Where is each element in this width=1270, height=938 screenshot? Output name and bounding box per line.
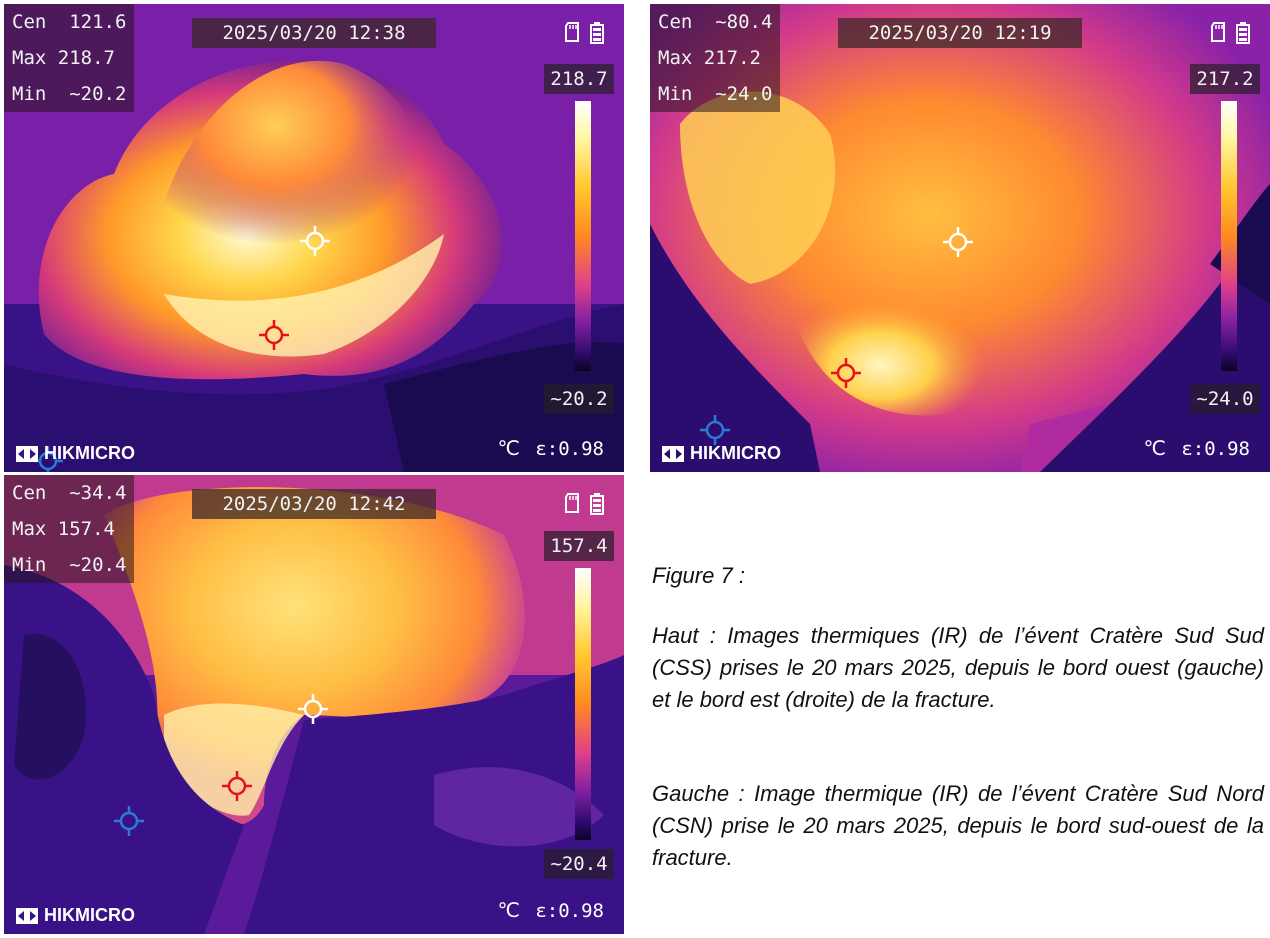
hikmicro-logo-icon (16, 907, 38, 924)
color-scale-bar (1221, 101, 1237, 371)
figure-caption-left: Gauche : Image thermique (IR) de l’évent… (652, 781, 1264, 870)
brand-name: HIKMICRO (44, 905, 135, 925)
scale-min-label: ~20.4 (544, 849, 614, 879)
hikmicro-logo: HIKMICRO (662, 443, 781, 464)
thermal-scene (4, 4, 624, 472)
readout-panel: Cen 121.6 Max 218.7 Min ~20.2 (4, 4, 135, 112)
figure-caption-title: Figure 7 : (652, 563, 745, 588)
max-temp: Max 157.4 (12, 518, 115, 540)
hikmicro-logo: HIKMICRO (16, 443, 135, 464)
center-crosshair-icon (943, 227, 973, 257)
min-temp: Min ~24.0 (658, 83, 773, 105)
min-temp: Min ~20.4 (12, 554, 127, 576)
scale-max-label: 217.2 (1190, 64, 1260, 94)
figure-caption-top: Haut : Images thermiques (IR) de l’évent… (652, 623, 1264, 712)
timestamp: 2025/03/20 12:19 (838, 18, 1082, 48)
thermal-scene (650, 4, 1270, 472)
timestamp: 2025/03/20 12:38 (192, 18, 436, 48)
brand-name: HIKMICRO (44, 443, 135, 463)
thermal-image-1: Cen 121.6 Max 218.7 Min ~20.2 2025/03/20… (4, 4, 624, 472)
max-temp: Max 218.7 (12, 47, 115, 69)
min-crosshair-icon (700, 415, 730, 445)
sd-card-icon (565, 493, 579, 513)
center-crosshair-icon (298, 694, 328, 724)
center-crosshair-icon (300, 226, 330, 256)
max-crosshair-icon (222, 771, 252, 801)
timestamp: 2025/03/20 12:42 (192, 489, 436, 519)
temperature-unit: ℃ (497, 898, 520, 922)
readout-panel: Cen ~34.4 Max 157.4 Min ~20.4 (4, 475, 135, 583)
sd-card-icon (565, 22, 579, 42)
min-temp: Min ~20.2 (12, 83, 127, 105)
min-crosshair-icon (114, 806, 144, 836)
sd-card-icon (1211, 22, 1225, 42)
readout-panel: Cen ~80.4 Max 217.2 Min ~24.0 (650, 4, 781, 112)
emissivity: ε:0.98 (535, 438, 604, 460)
temperature-unit: ℃ (497, 436, 520, 460)
emissivity: ε:0.98 (1181, 438, 1250, 460)
color-scale-bar (575, 101, 591, 371)
max-crosshair-icon (831, 358, 861, 388)
thermal-image-2: Cen ~80.4 Max 217.2 Min ~24.0 2025/03/20… (650, 4, 1270, 472)
thermal-image-3: Cen ~34.4 Max 157.4 Min ~20.4 2025/03/20… (4, 475, 624, 934)
brand-name: HIKMICRO (690, 443, 781, 463)
scale-max-label: 157.4 (544, 531, 614, 561)
scale-min-label: ~24.0 (1190, 384, 1260, 414)
hikmicro-logo-icon (16, 445, 38, 462)
scale-max-label: 218.7 (544, 64, 614, 94)
scale-min-label: ~20.2 (544, 384, 614, 414)
battery-icon (590, 493, 604, 515)
center-temp: Cen 121.6 (12, 11, 127, 33)
battery-icon (590, 22, 604, 44)
hikmicro-logo: HIKMICRO (16, 905, 135, 926)
battery-icon (1236, 22, 1250, 44)
center-temp: Cen ~80.4 (658, 11, 773, 33)
color-scale-bar (575, 568, 591, 840)
min-crosshair-icon (33, 446, 63, 472)
center-temp: Cen ~34.4 (12, 482, 127, 504)
max-crosshair-icon (259, 320, 289, 350)
hikmicro-logo-icon (662, 445, 684, 462)
temperature-unit: ℃ (1143, 436, 1166, 460)
emissivity: ε:0.98 (535, 900, 604, 922)
max-temp: Max 217.2 (658, 47, 761, 69)
